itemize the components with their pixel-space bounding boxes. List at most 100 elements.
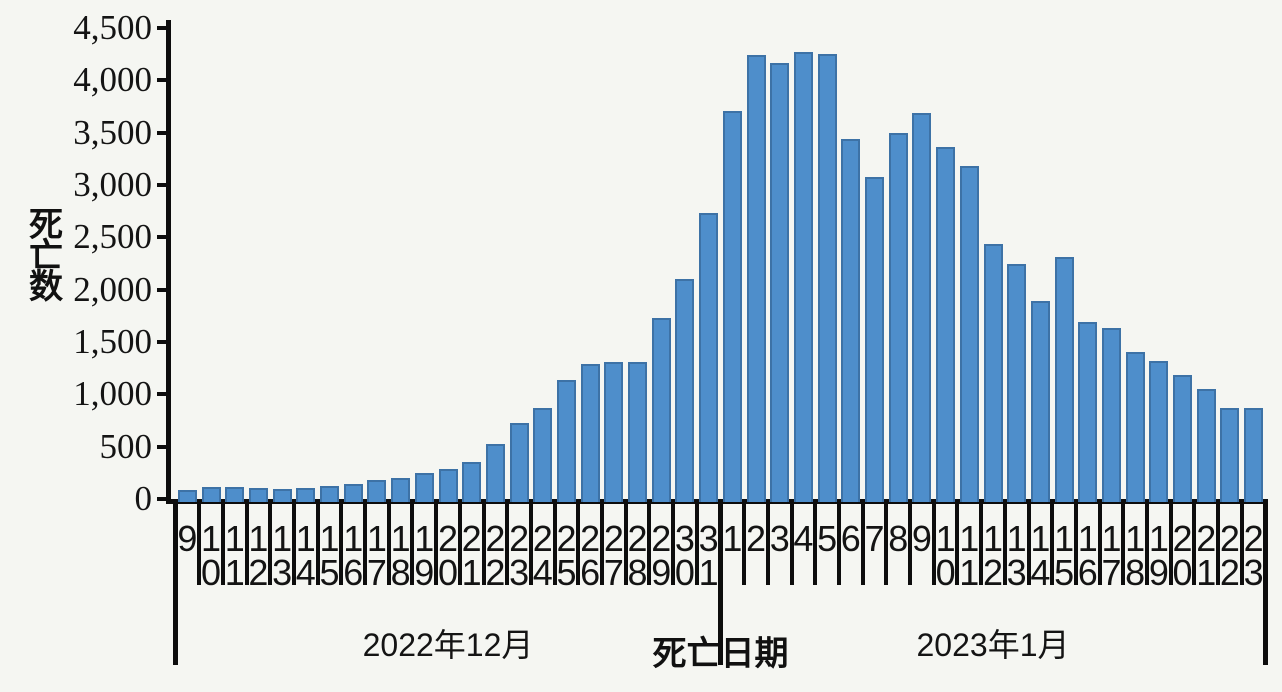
x-tick-label: 2 9 — [651, 518, 672, 593]
x-tick-label: 1 5 — [319, 518, 340, 593]
x-tick-label: 1 3 — [1006, 518, 1027, 593]
x-tick — [1073, 501, 1078, 585]
bar-9 — [177, 489, 197, 502]
y-tick-label: 3,500 — [73, 112, 152, 152]
y-tick — [157, 78, 170, 83]
x-tick — [884, 501, 889, 585]
x-tick — [1192, 501, 1197, 585]
bar-31 — [699, 212, 719, 502]
x-tick-label: 1 4 — [295, 518, 316, 593]
x-tick-label: 1 1 — [224, 518, 245, 593]
x-tick-label: 2 1 — [461, 518, 482, 593]
y-tick — [157, 339, 170, 344]
x-tick — [1239, 501, 1244, 585]
bar-23 — [509, 423, 529, 502]
x-tick-label: 2 3 — [509, 518, 530, 593]
x-tick — [244, 501, 249, 585]
bar-27 — [604, 361, 624, 502]
x-tick-label: 1 8 — [1125, 518, 1146, 593]
bar-4 — [793, 51, 813, 502]
bar-12 — [983, 243, 1003, 502]
x-tick — [600, 501, 605, 585]
bar-15 — [1054, 257, 1074, 502]
x-tick-label: 2 8 — [627, 518, 648, 593]
x-tick — [765, 501, 770, 585]
x-tick-label: 7 — [864, 518, 885, 559]
month-divider-line — [718, 501, 723, 665]
x-tick — [552, 501, 557, 585]
y-tick-label: 3,000 — [73, 164, 152, 204]
month-group-label-jan: 2023年1月 — [916, 627, 1070, 663]
x-tick-label: 1 — [722, 518, 743, 559]
bar-14 — [1030, 301, 1050, 502]
y-tick-label: 500 — [99, 426, 153, 466]
x-tick-label: 2 7 — [603, 518, 624, 593]
bar-19 — [1149, 360, 1169, 502]
bar-26 — [580, 363, 600, 502]
x-tick — [528, 501, 533, 585]
bar-1 — [722, 110, 742, 502]
y-tick — [157, 287, 170, 292]
x-tick — [813, 501, 818, 585]
x-tick — [836, 501, 841, 585]
x-tick — [363, 501, 368, 585]
x-tick-label: 2 2 — [1219, 518, 1240, 593]
bar-6 — [841, 139, 861, 502]
x-tick-label: 1 2 — [248, 518, 269, 593]
x-tick — [1002, 501, 1007, 585]
x-tick-label: 2 5 — [556, 518, 577, 593]
x-tick-label: 2 0 — [1172, 518, 1193, 593]
bar-13 — [272, 488, 292, 502]
y-tick-label: 2,500 — [73, 217, 152, 257]
y-axis-title: 死亡数 — [29, 207, 63, 306]
bar-15 — [320, 485, 340, 502]
x-tick — [220, 501, 225, 585]
x-tick — [410, 501, 415, 585]
x-tick-label: 9 — [911, 518, 932, 559]
y-tick — [157, 444, 170, 449]
x-tick-label: 6 — [840, 518, 861, 559]
y-tick — [157, 235, 170, 240]
x-tick-label: 4 — [793, 518, 814, 559]
x-tick — [742, 501, 747, 585]
x-tick-label: 1 3 — [272, 518, 293, 593]
x-tick — [789, 501, 794, 585]
x-tick-label: 5 — [817, 518, 838, 559]
x-tick — [979, 501, 984, 585]
bar-11 — [225, 487, 245, 502]
x-tick-label: 1 5 — [1054, 518, 1075, 593]
bar-20 — [1173, 374, 1193, 502]
bar-17 — [1101, 328, 1121, 502]
x-tick-label: 1 6 — [1077, 518, 1098, 593]
bar-19 — [414, 473, 434, 502]
bar-24 — [533, 408, 553, 502]
x-tick — [481, 501, 486, 585]
x-tick — [197, 501, 202, 585]
y-tick-label: 4,000 — [73, 60, 152, 100]
x-tick-label: 2 2 — [485, 518, 506, 593]
bar-20 — [438, 469, 458, 502]
x-tick — [1097, 501, 1102, 585]
x-tick — [1121, 501, 1126, 585]
bar-3 — [770, 63, 790, 502]
x-tick-label: 1 2 — [982, 518, 1003, 593]
x-tick-label: 3 1 — [698, 518, 719, 593]
x-tick-label: 8 — [888, 518, 909, 559]
y-tick-label: 1,000 — [73, 374, 152, 414]
y-tick — [157, 392, 170, 397]
bar-14 — [296, 488, 316, 502]
x-tick — [386, 501, 391, 585]
x-tick-label: 1 4 — [1030, 518, 1051, 593]
x-tick — [434, 501, 439, 585]
month-group-label-dec: 2022年12月 — [362, 627, 534, 663]
x-tick — [908, 501, 913, 585]
bar-12 — [248, 488, 268, 502]
x-tick-label: 2 — [746, 518, 767, 559]
bar-21 — [462, 461, 482, 502]
x-tick-label: 1 7 — [1101, 518, 1122, 593]
x-tick — [339, 501, 344, 585]
x-tick — [268, 501, 273, 585]
bar-13 — [1007, 263, 1027, 502]
y-tick-label: 4,500 — [73, 7, 152, 47]
